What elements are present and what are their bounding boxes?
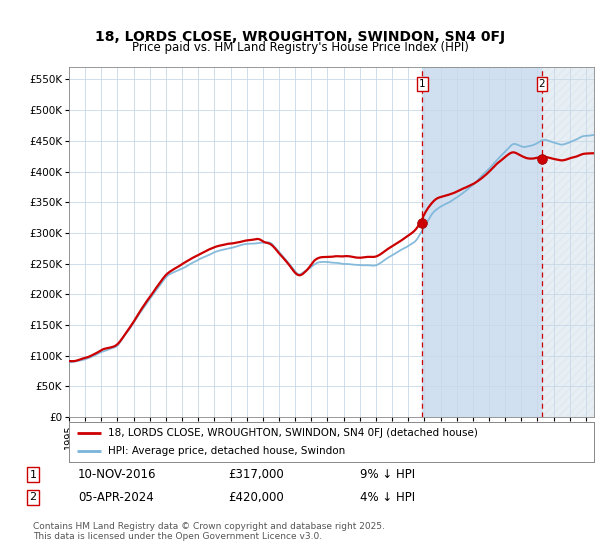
Text: £420,000: £420,000 (228, 491, 284, 504)
Text: 1: 1 (419, 79, 425, 89)
Text: 1: 1 (29, 470, 37, 480)
Text: 2: 2 (539, 79, 545, 89)
Text: Contains HM Land Registry data © Crown copyright and database right 2025.
This d: Contains HM Land Registry data © Crown c… (33, 522, 385, 542)
Text: 18, LORDS CLOSE, WROUGHTON, SWINDON, SN4 0FJ (detached house): 18, LORDS CLOSE, WROUGHTON, SWINDON, SN4… (109, 428, 478, 437)
Text: Price paid vs. HM Land Registry's House Price Index (HPI): Price paid vs. HM Land Registry's House … (131, 41, 469, 54)
Text: £317,000: £317,000 (228, 468, 284, 482)
Text: 10-NOV-2016: 10-NOV-2016 (78, 468, 157, 482)
Text: 2: 2 (29, 492, 37, 502)
Bar (542, 67, 594, 417)
Text: 18, LORDS CLOSE, WROUGHTON, SWINDON, SN4 0FJ: 18, LORDS CLOSE, WROUGHTON, SWINDON, SN4… (95, 30, 505, 44)
Bar (422, 67, 542, 417)
Text: 05-APR-2024: 05-APR-2024 (78, 491, 154, 504)
Text: 9% ↓ HPI: 9% ↓ HPI (360, 468, 415, 482)
Text: HPI: Average price, detached house, Swindon: HPI: Average price, detached house, Swin… (109, 446, 346, 456)
Text: 4% ↓ HPI: 4% ↓ HPI (360, 491, 415, 504)
